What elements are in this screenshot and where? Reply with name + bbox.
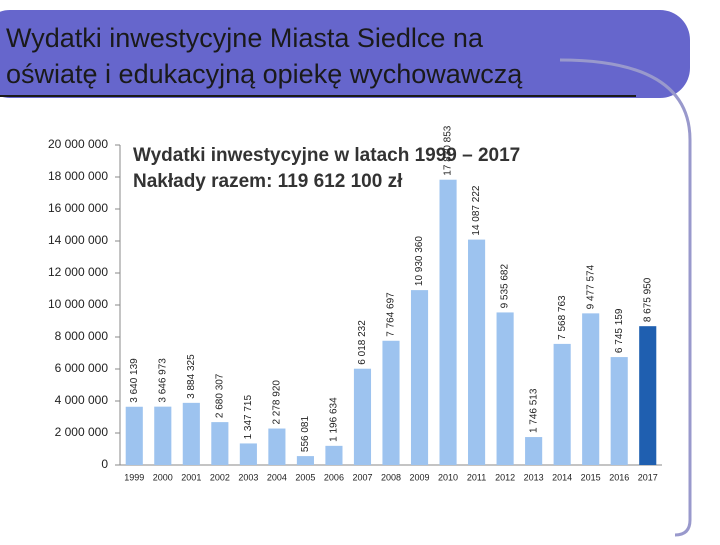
x-tick-label: 2001 [181,472,201,482]
bar [325,445,343,465]
bar [154,406,172,465]
value-label: 8 675 950 [642,277,653,322]
bar [410,290,429,465]
x-tick-label: 2011 [467,472,486,482]
bar [182,402,200,465]
x-tick-label: 2014 [552,472,572,482]
x-tick-label: 2013 [524,472,544,482]
x-tick-label: 2009 [410,472,430,482]
x-tick-label: 2016 [609,472,629,482]
value-label: 7 568 763 [557,295,568,340]
x-tick-label: 2015 [581,472,601,482]
x-tick-label: 2005 [295,472,315,482]
bar [553,343,571,465]
y-tick-label: 8 000 000 [55,329,109,343]
x-tick-label: 2002 [210,472,230,482]
value-label: 3 884 325 [186,354,197,399]
x-tick-label: 2004 [267,472,287,482]
chart-title: Wydatki inwestycyjne w latach 1999 – 201… [133,145,520,166]
value-label: 17 830 853 [443,125,454,175]
title-banner [0,10,690,98]
slide-title: Wydatki inwestycyjne Miasta Siedlce na [6,23,484,53]
bar [639,326,657,465]
bar [239,443,257,465]
y-tick-label: 18 000 000 [48,169,108,183]
value-label: 2 278 920 [272,380,283,425]
value-label: 556 081 [300,416,311,453]
y-tick-label: 0 [101,457,108,471]
x-tick-label: 2017 [638,472,658,482]
x-tick-label: 2012 [495,472,515,482]
x-tick-label: 2007 [352,472,372,482]
x-tick-label: 2000 [153,472,173,482]
value-label: 6 745 159 [614,308,625,353]
y-tick-label: 10 000 000 [48,297,108,311]
chart-subtitle: Nakłady razem: 119 612 100 zł [133,171,403,192]
bar [525,437,543,465]
bar [382,340,400,465]
slide-title: oświatę i edukacyjną opiekę wychowawczą [6,59,523,89]
y-tick-label: 16 000 000 [48,201,108,215]
x-tick-label: 1999 [124,472,144,482]
value-label: 6 018 232 [357,320,368,365]
y-tick-label: 2 000 000 [55,425,109,439]
value-label: 1 196 634 [329,397,340,442]
bar [439,179,457,465]
x-tick-label: 2003 [238,472,258,482]
bar [353,368,372,465]
bar [496,312,514,465]
y-tick-label: 14 000 000 [48,233,108,247]
value-label: 3 646 973 [157,358,168,403]
y-tick-label: 6 000 000 [55,361,109,375]
value-label: 14 087 222 [471,185,482,235]
value-label: 10 930 360 [414,236,425,286]
x-tick-label: 2006 [324,472,344,482]
value-label: 3 640 139 [129,358,140,403]
y-tick-label: 4 000 000 [55,393,109,407]
x-tick-label: 2010 [438,472,458,482]
frame-line [559,58,692,537]
bar [125,406,143,465]
bar [211,422,229,465]
value-label: 2 680 307 [214,373,225,418]
bar [296,456,314,465]
bar [610,357,628,465]
bar [268,428,286,465]
value-label: 9 535 682 [500,264,511,309]
value-label: 9 477 574 [585,264,596,309]
y-tick-label: 20 000 000 [48,137,108,151]
x-tick-label: 2008 [381,472,401,482]
value-label: 1 347 715 [243,395,254,440]
value-label: 1 746 513 [528,388,539,433]
bar [582,313,600,465]
y-tick-label: 12 000 000 [48,265,108,279]
bar [468,239,486,465]
value-label: 7 764 697 [386,292,397,337]
